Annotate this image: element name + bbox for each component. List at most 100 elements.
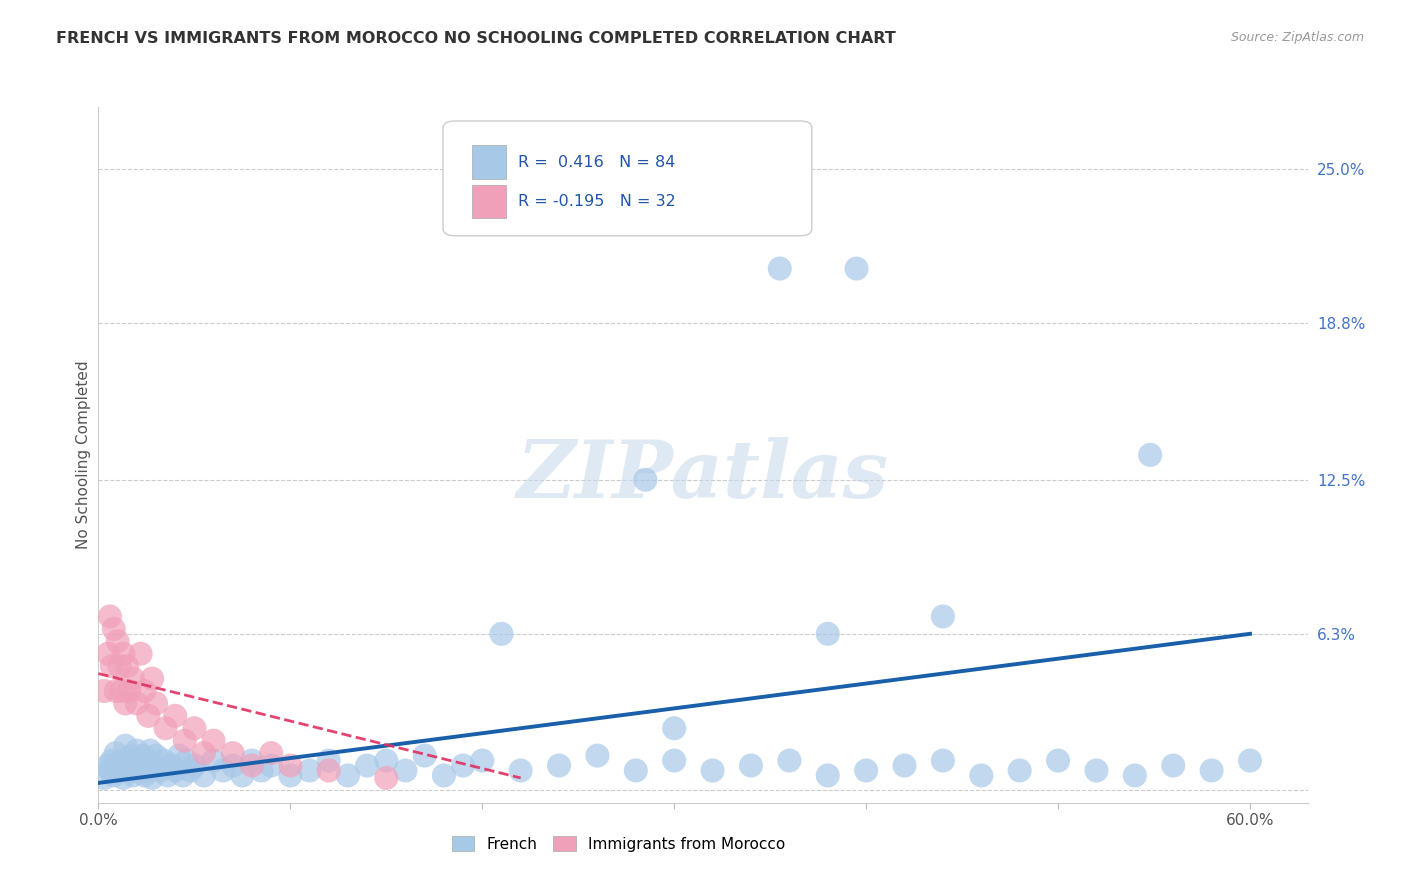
Point <box>176 754 198 768</box>
Point <box>125 744 148 758</box>
Point <box>375 754 398 768</box>
Point <box>134 768 156 782</box>
Point <box>122 672 145 686</box>
Point <box>107 758 129 772</box>
Point <box>491 627 513 641</box>
Point <box>1085 764 1108 778</box>
Point <box>1239 754 1261 768</box>
Point <box>970 768 993 782</box>
Point <box>131 748 153 763</box>
Y-axis label: No Schooling Completed: No Schooling Completed <box>76 360 91 549</box>
Point <box>375 771 398 785</box>
Point <box>202 754 225 768</box>
Point <box>1123 768 1146 782</box>
Point <box>222 746 245 760</box>
Point <box>1201 764 1223 778</box>
Point <box>778 754 800 768</box>
Point <box>817 768 839 782</box>
Point <box>855 764 877 778</box>
Point <box>932 609 955 624</box>
Point <box>260 746 283 760</box>
Point <box>624 764 647 778</box>
Bar <box>472 145 506 178</box>
Point <box>93 684 115 698</box>
Point <box>1047 754 1070 768</box>
Point <box>141 672 163 686</box>
Point <box>183 721 205 735</box>
Point <box>394 764 416 778</box>
Point <box>156 768 179 782</box>
Point <box>120 748 142 763</box>
Point <box>548 758 571 772</box>
Point <box>167 748 190 763</box>
Point <box>845 261 868 276</box>
Point <box>143 758 166 772</box>
Point <box>129 758 152 772</box>
Text: Source: ZipAtlas.com: Source: ZipAtlas.com <box>1230 31 1364 45</box>
Point <box>152 754 174 768</box>
Point <box>250 764 273 778</box>
Point <box>165 708 187 723</box>
Point <box>103 768 125 782</box>
Point <box>240 758 263 772</box>
Point <box>634 473 657 487</box>
Text: R = -0.195   N = 32: R = -0.195 N = 32 <box>517 194 676 209</box>
Point <box>160 758 183 772</box>
Point <box>769 261 792 276</box>
Point <box>125 697 148 711</box>
Point <box>280 758 302 772</box>
Bar <box>472 185 506 219</box>
Point <box>128 764 150 778</box>
Point <box>212 764 235 778</box>
Point <box>222 758 245 772</box>
Point <box>135 754 157 768</box>
Point <box>318 754 340 768</box>
Point <box>97 647 120 661</box>
Point <box>149 764 172 778</box>
Point <box>112 771 135 785</box>
Point <box>509 764 531 778</box>
Point <box>193 768 215 782</box>
Point <box>107 634 129 648</box>
Text: R =  0.416   N = 84: R = 0.416 N = 84 <box>517 154 675 169</box>
Point <box>298 764 321 778</box>
Point <box>124 754 146 768</box>
Legend: French, Immigrants from Morocco: French, Immigrants from Morocco <box>446 830 792 858</box>
Text: FRENCH VS IMMIGRANTS FROM MOROCCO NO SCHOOLING COMPLETED CORRELATION CHART: FRENCH VS IMMIGRANTS FROM MOROCCO NO SCH… <box>56 31 896 46</box>
Point <box>136 708 159 723</box>
Point <box>664 721 686 735</box>
Point <box>413 748 436 763</box>
Point <box>180 764 202 778</box>
Point <box>817 627 839 641</box>
Point <box>114 697 136 711</box>
Point <box>231 768 253 782</box>
Point <box>1139 448 1161 462</box>
Point <box>136 764 159 778</box>
Point <box>118 764 141 778</box>
Point <box>101 659 124 673</box>
Point <box>103 622 125 636</box>
Point <box>129 647 152 661</box>
Point <box>145 748 167 763</box>
Point <box>155 721 177 735</box>
Point <box>108 659 131 673</box>
Point <box>586 748 609 763</box>
Point <box>240 754 263 768</box>
Text: ZIPatlas: ZIPatlas <box>517 437 889 515</box>
Point <box>451 758 474 772</box>
Point <box>893 758 915 772</box>
Point <box>104 684 127 698</box>
Point <box>108 764 131 778</box>
Point <box>1161 758 1184 772</box>
Point <box>433 768 456 782</box>
Point <box>93 771 115 785</box>
Point <box>702 764 724 778</box>
Point <box>98 764 121 778</box>
Point <box>101 754 124 768</box>
Point <box>202 733 225 747</box>
Point <box>98 609 121 624</box>
Point <box>356 758 378 772</box>
Point <box>118 684 141 698</box>
Point <box>318 764 340 778</box>
Point <box>145 697 167 711</box>
